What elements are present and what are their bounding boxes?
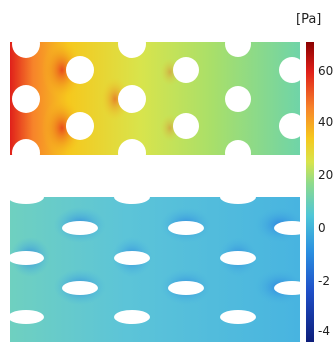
pressure-field-top-circular-holes — [10, 42, 300, 155]
pressure-field-bottom-elliptical-holes — [10, 197, 300, 342]
colorbar-tick: 0 — [318, 221, 326, 235]
colorbar-tick: 40 — [318, 115, 334, 129]
elliptical-holes — [10, 197, 300, 324]
colorbar-unit-label: [Pa] — [296, 12, 322, 27]
colorbar-tick: -2 — [318, 274, 330, 288]
colorbar-tick: 20 — [318, 168, 334, 182]
circular-holes — [12, 42, 300, 155]
colorbar-tick: -4 — [318, 324, 330, 338]
colorbar — [306, 42, 314, 342]
colorbar-tick: 60 — [318, 64, 334, 78]
